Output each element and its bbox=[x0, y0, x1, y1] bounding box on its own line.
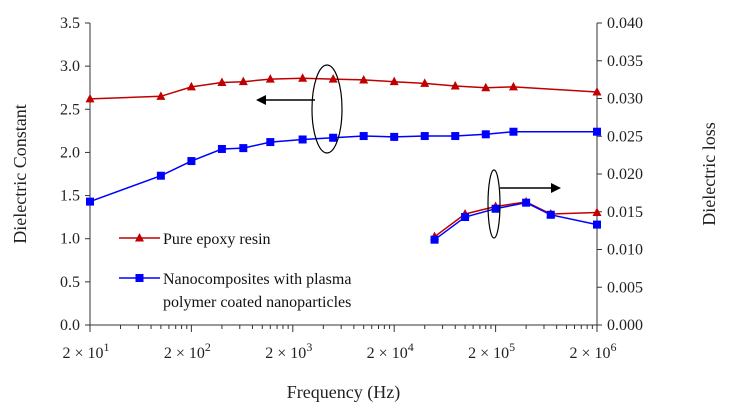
x-tick-exponent: 5 bbox=[509, 340, 515, 354]
data-point-triangle bbox=[238, 76, 248, 86]
x-tick-exponent: 4 bbox=[408, 340, 414, 354]
x-tick-base: 2 × 10 bbox=[569, 345, 610, 362]
x-tick-base: 2 × 10 bbox=[367, 345, 408, 362]
legend-marker bbox=[135, 274, 144, 282]
data-point-square bbox=[298, 135, 307, 144]
x-tick-label: 2 × 101 bbox=[62, 340, 109, 362]
data-point-triangle bbox=[359, 74, 369, 84]
y-axis-left-title: Dielectric Constant bbox=[10, 104, 30, 243]
data-point-square bbox=[329, 133, 338, 142]
x-tick-label: 2 × 106 bbox=[569, 340, 616, 362]
x-tick-base: 2 × 10 bbox=[164, 345, 205, 362]
data-point-square bbox=[420, 132, 429, 141]
series-layer bbox=[85, 73, 602, 244]
data-point-triangle bbox=[156, 91, 166, 100]
series-constant-triangle bbox=[85, 73, 602, 103]
y-left-tick-label: 3.5 bbox=[60, 15, 80, 32]
data-point-triangle bbox=[328, 74, 338, 83]
x-tick-label: 2 × 102 bbox=[164, 340, 211, 362]
series-line bbox=[89, 130, 597, 203]
y-right-tick-label: 0.010 bbox=[607, 242, 643, 259]
y-left-tick-label: 0.5 bbox=[60, 274, 80, 291]
y-right-tick-label: 0.020 bbox=[607, 166, 643, 183]
data-point-triangle bbox=[298, 73, 308, 82]
y-right-tick-label: 0.015 bbox=[607, 204, 643, 221]
right-axis-ellipse bbox=[487, 169, 501, 239]
data-point-square bbox=[86, 197, 94, 206]
series-line bbox=[89, 77, 598, 100]
data-point-triangle bbox=[389, 76, 399, 86]
data-point-square bbox=[187, 157, 196, 166]
data-point-square bbox=[239, 144, 248, 153]
data-point-square bbox=[390, 132, 399, 141]
data-point-square bbox=[593, 127, 601, 136]
data-point-triangle bbox=[217, 77, 227, 87]
axes: 0.0 0.5 1.0 1.5 2.0 2.5 3.0 3.5 0.000 0.005 0.010 0… bbox=[60, 15, 643, 362]
x-tick-exponent: 1 bbox=[104, 340, 110, 354]
y-right-tick-label: 0.000 bbox=[607, 317, 643, 334]
y-left-tick-label: 2.5 bbox=[60, 101, 80, 118]
x-tick-exponent: 6 bbox=[611, 340, 617, 354]
y-right-tick-label: 0.005 bbox=[607, 279, 643, 296]
x-tick-base: 2 × 10 bbox=[265, 345, 306, 362]
data-point-triangle bbox=[481, 82, 491, 92]
y-axis-right-title: Dielectric loss bbox=[699, 122, 719, 225]
series-constant-square bbox=[86, 127, 601, 206]
data-point-square bbox=[451, 132, 460, 141]
x-tick-base: 2 × 10 bbox=[62, 345, 103, 362]
data-point-square bbox=[546, 210, 555, 219]
y-left-tick-label: 3.0 bbox=[60, 58, 80, 75]
y-right-tick-label: 0.030 bbox=[607, 91, 643, 108]
legend: Pure epoxy resin Nanocomposites with plas… bbox=[119, 231, 351, 311]
legend-item-triangle: Pure epoxy resin bbox=[119, 231, 271, 248]
x-tick-base: 2 × 10 bbox=[468, 345, 509, 362]
left-axis-ellipse bbox=[311, 64, 343, 154]
data-point-triangle bbox=[420, 78, 430, 87]
legend-label: Nanocomposites with plasma bbox=[163, 271, 351, 288]
data-point-square bbox=[217, 144, 226, 153]
data-point-square bbox=[491, 204, 500, 213]
legend-item-square: Nanocomposites with plasma polymer coated… bbox=[119, 271, 351, 311]
y-right-tick-label: 0.035 bbox=[607, 53, 643, 70]
data-point-square bbox=[522, 198, 531, 207]
series-line bbox=[434, 201, 598, 241]
legend-marker bbox=[135, 233, 144, 242]
legend-label: Pure epoxy resin bbox=[163, 231, 271, 248]
data-point-triangle bbox=[85, 93, 95, 103]
x-tick-label: 2 × 104 bbox=[367, 340, 414, 362]
series-loss-triangle bbox=[430, 196, 602, 241]
data-point-triangle bbox=[592, 207, 602, 217]
series-loss-square bbox=[430, 198, 601, 244]
data-point-triangle bbox=[186, 81, 196, 91]
x-axis-title: Frequency (Hz) bbox=[287, 382, 400, 403]
data-point-triangle bbox=[265, 74, 275, 83]
annotations bbox=[256, 64, 561, 239]
x-tick-exponent: 3 bbox=[306, 340, 312, 354]
data-point-square bbox=[430, 235, 439, 244]
data-point-square bbox=[509, 127, 518, 136]
y-right-tick-label: 0.025 bbox=[607, 128, 643, 145]
data-point-square bbox=[359, 132, 368, 141]
series-line bbox=[434, 201, 598, 238]
data-point-square bbox=[156, 171, 165, 180]
data-point-square bbox=[461, 213, 470, 222]
y-right-tick-label: 0.040 bbox=[607, 15, 643, 32]
y-left-tick-label: 1.0 bbox=[60, 231, 80, 248]
x-tick-exponent: 2 bbox=[205, 340, 211, 354]
data-point-square bbox=[593, 220, 601, 229]
y-left-tick-label: 2.0 bbox=[60, 144, 80, 161]
y-left-tick-label: 0.0 bbox=[60, 317, 80, 334]
right-arrow-icon bbox=[551, 183, 561, 193]
data-point-triangle bbox=[508, 81, 518, 91]
data-point-square bbox=[266, 138, 275, 147]
x-tick-label: 2 × 103 bbox=[265, 340, 312, 362]
y-left-tick-label: 1.5 bbox=[60, 188, 80, 205]
x-tick-label: 2 × 105 bbox=[468, 340, 515, 362]
left-arrow-icon bbox=[256, 95, 266, 105]
data-point-triangle bbox=[450, 80, 460, 90]
data-point-square bbox=[481, 130, 490, 139]
data-point-triangle bbox=[592, 87, 602, 96]
legend-label: polymer coated nanoparticles bbox=[163, 294, 351, 311]
